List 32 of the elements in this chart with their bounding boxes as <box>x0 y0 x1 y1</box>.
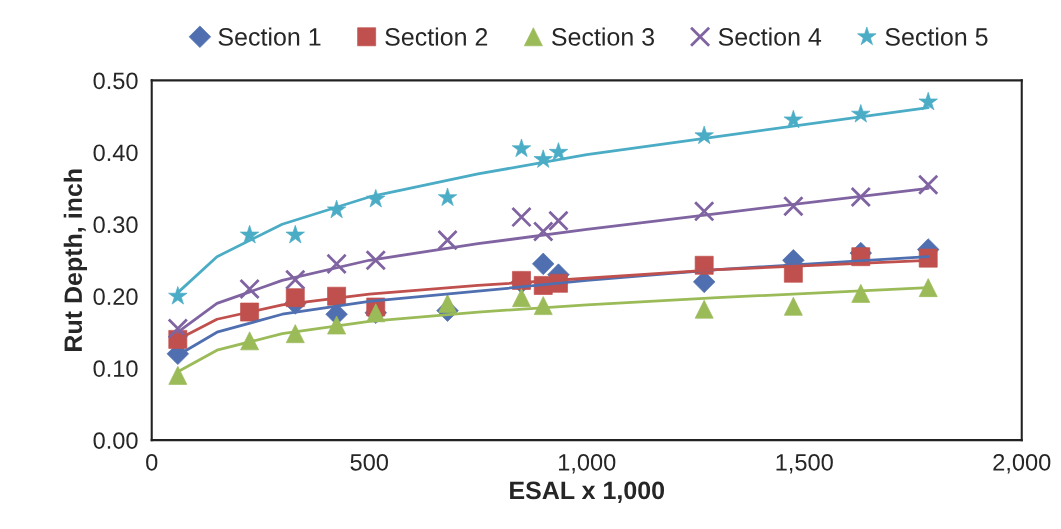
x-axis-title: ESAL x 1,000 <box>510 481 665 503</box>
x-tick-label: 2,000 <box>993 453 1051 474</box>
legend-label: Section 3 <box>552 27 654 46</box>
y-tick-label: 0.10 <box>93 360 138 377</box>
point <box>532 252 555 276</box>
legend-label: Section 1 <box>218 27 321 46</box>
point <box>532 221 554 242</box>
point <box>782 195 804 217</box>
point <box>365 249 387 271</box>
point <box>917 174 939 196</box>
point <box>326 253 348 275</box>
y-tick-label: 0.40 <box>93 144 138 162</box>
point <box>239 278 261 300</box>
legend-label: Section 5 <box>885 27 988 46</box>
y-tick-label: 0.30 <box>93 216 138 234</box>
point <box>284 269 306 291</box>
x-tick-label: 500 <box>350 453 388 471</box>
legend-label: Section 2 <box>385 27 488 46</box>
x-tick-label: 1,500 <box>776 453 833 474</box>
point <box>548 210 569 232</box>
y-tick-label: 0.00 <box>93 432 138 449</box>
y-axis-title: Rut Depth, inch <box>63 169 88 351</box>
point <box>511 206 532 228</box>
y-tick-label: 0.20 <box>93 288 138 306</box>
point <box>437 229 458 251</box>
legend-label: Section 4 <box>718 27 822 46</box>
x-tick-label: 1,000 <box>558 453 616 474</box>
point <box>850 186 872 208</box>
point <box>693 200 715 222</box>
point <box>167 318 189 340</box>
y-tick-label: 0.50 <box>93 72 138 90</box>
x-tick-label: 0 <box>146 453 158 471</box>
